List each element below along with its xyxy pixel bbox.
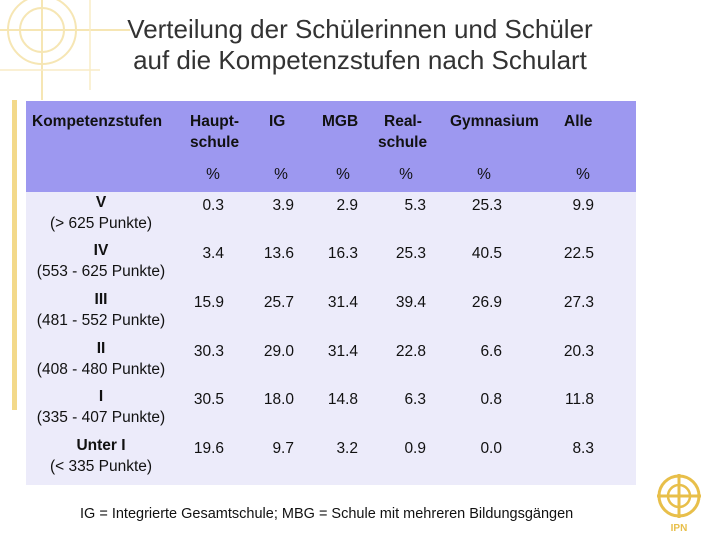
value-ig: 25.7 (263, 294, 294, 311)
value-alle: 22.5 (563, 245, 594, 262)
header-alle: Alle (564, 113, 593, 130)
row-level-label: Unter I (76, 437, 126, 454)
header-realschule-line1: Real- (384, 113, 422, 130)
row-range-label: (408 - 480 Punkte) (36, 361, 166, 378)
unit-gymnasium: % (477, 166, 491, 183)
value-hauptschule: 15.9 (193, 294, 224, 311)
value-ig: 3.9 (272, 197, 294, 214)
unit-ig: % (274, 166, 288, 183)
header-ig: IG (269, 113, 286, 130)
value-ig: 18.0 (263, 391, 294, 408)
ipn-logo-text: IPN (671, 523, 688, 534)
value-gymnasium: 0.8 (480, 391, 502, 408)
value-realschule: 6.3 (404, 391, 426, 408)
row-level-label: I (98, 388, 104, 405)
value-hauptschule: 19.6 (193, 440, 224, 457)
header-mgb: MGB (322, 113, 359, 130)
competence-table: Kompetenzstufen Haupt- schule IG MGB Rea… (26, 101, 636, 485)
header-hauptschule-line1: Haupt- (190, 113, 240, 130)
header-gymnasium: Gymnasium (450, 113, 539, 130)
value-realschule: 5.3 (404, 197, 426, 214)
value-hauptschule: 3.4 (202, 245, 224, 262)
header-realschule-line2: schule (378, 134, 428, 151)
value-mgb: 16.3 (327, 245, 358, 262)
value-realschule: 39.4 (395, 294, 426, 311)
value-alle: 8.3 (572, 440, 594, 457)
unit-realschule: % (399, 166, 413, 183)
value-alle: 20.3 (563, 343, 594, 360)
value-gymnasium: 40.5 (471, 245, 502, 262)
corner-decoration (0, 0, 130, 100)
value-alle: 11.8 (564, 391, 594, 408)
value-ig: 29.0 (263, 343, 294, 360)
title-line-1: Verteilung der Schülerinnen und Schüler (127, 14, 593, 44)
unit-alle: % (576, 166, 590, 183)
unit-hauptschule: % (206, 166, 220, 183)
row-range-label: (> 625 Punkte) (49, 215, 153, 232)
value-mgb: 14.8 (327, 391, 358, 408)
value-mgb: 31.4 (327, 294, 358, 311)
header-kompetenzstufen: Kompetenzstufen (32, 113, 163, 130)
value-hauptschule: 0.3 (202, 197, 224, 214)
slide-title: Verteilung der Schülerinnen und Schüler … (60, 14, 660, 76)
row-level-label: III (94, 291, 108, 308)
unit-mgb: % (336, 166, 350, 183)
accent-bar (12, 100, 17, 410)
value-mgb: 3.2 (336, 440, 358, 457)
title-line-2: auf die Kompetenzstufen nach Schulart (133, 45, 587, 75)
value-gymnasium: 0.0 (480, 440, 502, 457)
row-level-label: V (95, 194, 107, 211)
table-header-background (26, 101, 636, 192)
row-range-label: (553 - 625 Punkte) (36, 263, 166, 280)
footnote: IG = Integrierte Gesamtschule; MBG = Sch… (80, 506, 574, 522)
value-hauptschule: 30.5 (193, 391, 224, 408)
value-realschule: 0.9 (404, 440, 426, 457)
row-level-label: IV (93, 242, 109, 259)
value-ig: 13.6 (263, 245, 294, 262)
value-gymnasium: 6.6 (480, 343, 502, 360)
row-range-label: (335 - 407 Punkte) (36, 409, 166, 426)
header-hauptschule-line2: schule (190, 134, 240, 151)
row-range-label: (< 335 Punkte) (49, 458, 153, 475)
value-ig: 9.7 (272, 440, 294, 457)
value-realschule: 22.8 (395, 343, 426, 360)
row-range-label: (481 - 552 Punkte) (36, 312, 166, 329)
value-alle: 9.9 (572, 197, 594, 214)
ipn-logo-icon: IPN (657, 474, 701, 534)
value-gymnasium: 25.3 (471, 197, 502, 214)
value-mgb: 31.4 (327, 343, 358, 360)
value-mgb: 2.9 (336, 197, 358, 214)
row-level-label: II (96, 340, 106, 357)
value-alle: 27.3 (563, 294, 594, 311)
value-realschule: 25.3 (395, 245, 426, 262)
value-hauptschule: 30.3 (193, 343, 224, 360)
value-gymnasium: 26.9 (471, 294, 502, 311)
